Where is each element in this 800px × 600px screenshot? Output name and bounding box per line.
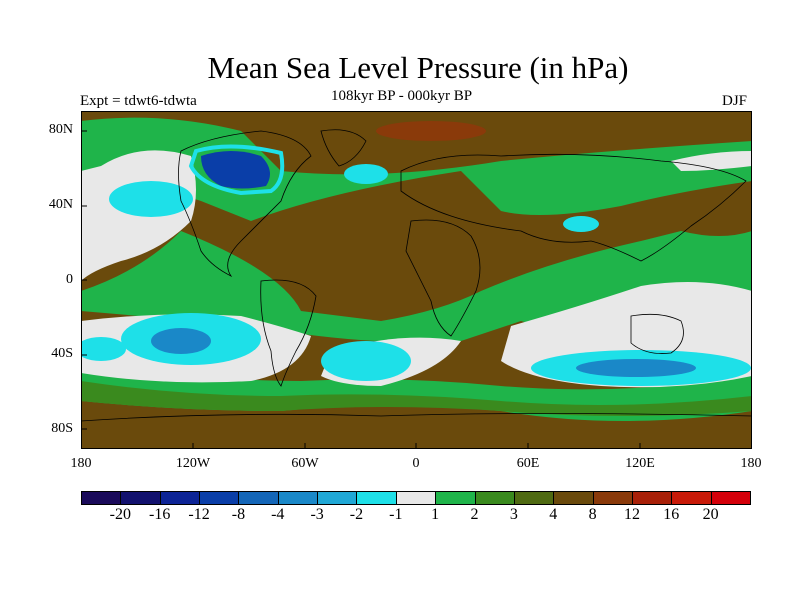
colorbar-box	[671, 491, 712, 505]
colorbar-box	[474, 491, 515, 505]
colorbar-box	[199, 491, 240, 505]
cyan-labrador	[188, 144, 285, 196]
colorbar-label: -16	[149, 506, 171, 523]
colorbar-box	[120, 491, 161, 505]
colorbar-label: -12	[188, 506, 210, 523]
colorbar-label: 3	[509, 506, 518, 523]
lon-label: 120E	[625, 456, 655, 471]
coastlines	[81, 129, 752, 422]
coast-eurasia	[400, 153, 747, 262]
colorbar-label: -8	[231, 506, 246, 523]
map-panel	[81, 111, 752, 449]
dark-green-zone	[81, 381, 752, 416]
colorbar-box	[395, 491, 437, 505]
colorbar-box	[317, 491, 358, 505]
colorbar-box	[277, 491, 319, 505]
lon-label: 120W	[175, 456, 211, 471]
white-zone-arctic-sea	[671, 151, 752, 171]
cyan-north-atlantic	[344, 164, 388, 184]
coast-south-america	[260, 279, 317, 387]
colorbar-box	[356, 491, 397, 505]
colorbar-label: 20	[702, 506, 719, 523]
colorbar-box	[513, 491, 555, 505]
lat-label: 0	[66, 272, 73, 287]
colorbar-label: -3	[310, 506, 324, 523]
colorbar-box	[238, 491, 279, 505]
colorbar-label: 1	[431, 506, 440, 523]
blue-hudson-bay	[201, 151, 270, 189]
colorbar-label: -2	[349, 506, 364, 523]
colorbar-label: -4	[271, 506, 285, 523]
cyan-north-pacific	[109, 181, 193, 217]
colorbar-box	[435, 491, 476, 505]
colorbar-box	[159, 491, 201, 505]
colorbar-label: 8	[588, 506, 597, 523]
colorbar-label: -20	[109, 506, 131, 523]
colorbar-box	[631, 491, 673, 505]
figure-title: Mean Sea Level Pressure (in hPa)	[207, 50, 629, 85]
coast-africa	[405, 219, 481, 337]
coast-north-america	[178, 130, 312, 278]
colorbar-label: -1	[389, 506, 403, 523]
season-label: DJF	[722, 93, 748, 109]
cyan-south-atlantic	[321, 341, 411, 381]
map-svg	[81, 111, 752, 449]
coast-antarctica	[81, 413, 752, 422]
colorbar-box	[553, 491, 594, 505]
colorbar-label: 12	[623, 506, 640, 523]
coast-greenland	[320, 129, 367, 167]
cyan-central-asia	[563, 216, 599, 232]
lat-label: 80S	[51, 421, 73, 436]
lon-label: 0	[412, 456, 420, 471]
colorbar-label: 16	[663, 506, 680, 523]
lon-label: 60W	[291, 456, 319, 471]
axis-ticks	[81, 130, 641, 449]
experiment-label: Expt = tdwt6-tdwta	[80, 93, 197, 109]
lon-label: 180	[70, 456, 92, 471]
lat-label: 40S	[51, 346, 73, 361]
cyan-south-west-pacific	[81, 337, 126, 361]
lon-label: 180	[740, 456, 762, 471]
colorbar-box	[710, 491, 751, 505]
red-arctic-anomaly	[376, 121, 486, 141]
lat-label: 40N	[48, 197, 73, 212]
green-zone-north	[81, 117, 752, 221]
time-range-label: 108kyr BP - 000kyr BP	[331, 88, 473, 104]
lon-label: 60E	[516, 456, 540, 471]
colorbar	[81, 491, 751, 506]
blue-southern-indian	[576, 359, 696, 377]
colorbar-box	[81, 491, 122, 505]
colorbar-label: 2	[470, 506, 479, 523]
blue-south-pacific	[151, 328, 211, 354]
colorbar-label: 4	[549, 506, 558, 523]
coast-australia	[630, 313, 684, 354]
lat-label: 80N	[48, 122, 73, 137]
colorbar-box	[592, 491, 633, 505]
